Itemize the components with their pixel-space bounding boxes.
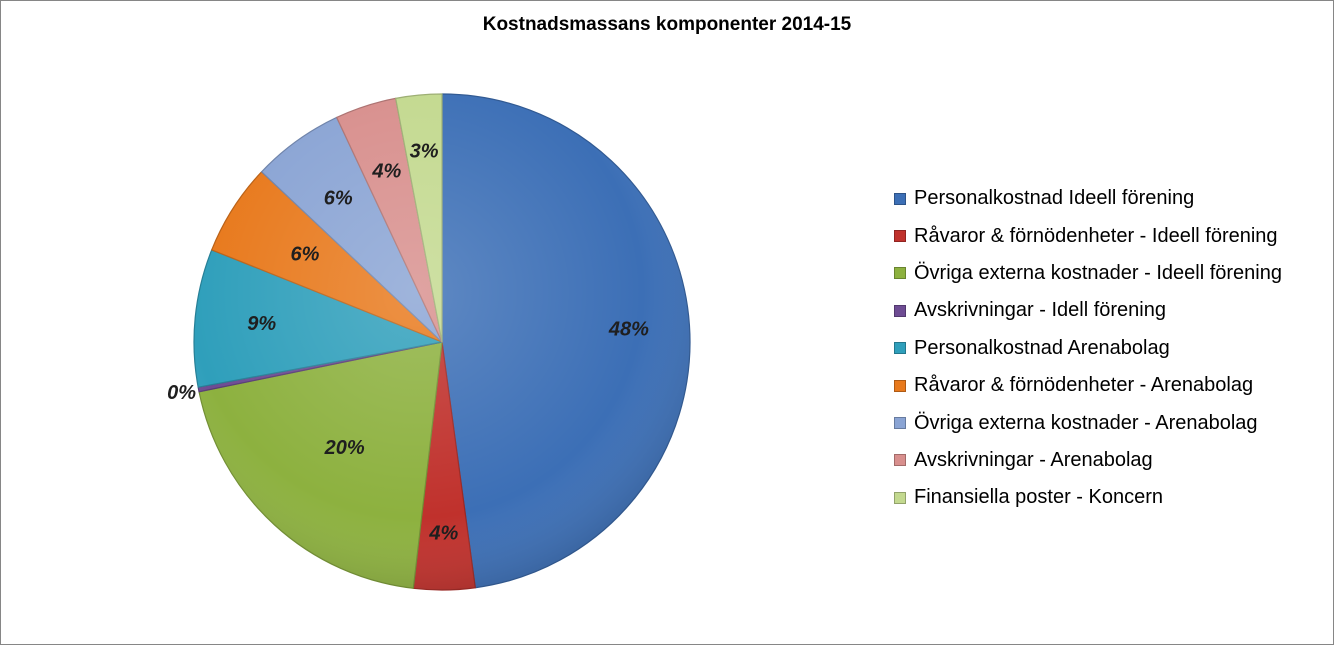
legend-item: Råvaror & förnödenheter - Arenabolag <box>894 367 1282 404</box>
slice-data-label: 0% <box>167 382 196 404</box>
slice-data-label: 20% <box>324 437 365 459</box>
legend-item: Personalkostnad Arenabolag <box>894 330 1282 367</box>
legend-swatch <box>894 379 906 392</box>
legend-swatch <box>894 267 906 280</box>
legend-label: Personalkostnad Arenabolag <box>914 336 1170 359</box>
legend-swatch <box>894 192 906 205</box>
legend-label: Avskrivningar - Idell förening <box>914 299 1166 322</box>
slice-data-label: 3% <box>410 140 439 162</box>
slice-data-label: 9% <box>247 313 276 335</box>
legend: Personalkostnad Ideell förening Råvaror &… <box>894 180 1282 517</box>
chart-title: Kostnadsmassans komponenter 2014-15 <box>482 14 852 35</box>
legend-item: Övriga externa kostnader - Arenabolag <box>894 404 1282 441</box>
legend-label: Finansiella poster - Koncern <box>914 486 1164 509</box>
slice-data-label: 6% <box>291 243 320 265</box>
legend-swatch <box>894 454 906 467</box>
legend-swatch <box>894 304 906 317</box>
legend-label: Avskrivningar - Arenabolag <box>914 448 1153 471</box>
legend-item: Övriga externa kostnader - Ideell föreni… <box>894 255 1282 292</box>
slice-data-label: 6% <box>324 188 353 210</box>
legend-label: Övriga externa kostnader - Ideell föreni… <box>914 261 1282 284</box>
slice-data-label: 4% <box>371 161 401 183</box>
legend-swatch <box>894 230 906 243</box>
legend-label: Råvaror & förnödenheter - Ideell förenin… <box>914 224 1278 247</box>
legend-item: Avskrivningar - Idell förening <box>894 292 1282 329</box>
legend-label: Övriga externa kostnader - Arenabolag <box>914 411 1258 434</box>
legend-swatch <box>894 491 906 504</box>
legend-item: Avskrivningar - Arenabolag <box>894 442 1282 479</box>
slice-data-label: 48% <box>608 318 649 340</box>
pie-labels: 48% 4% 20% 0% 9% 6% 6% 4% 3% <box>167 140 649 544</box>
legend-swatch <box>894 417 906 430</box>
legend-swatch <box>894 342 906 355</box>
pie-slices <box>193 93 691 591</box>
pie-slice <box>441 93 691 589</box>
legend-item: Råvaror & förnödenheter - Ideell förenin… <box>894 217 1282 254</box>
legend-label: Personalkostnad Ideell förening <box>914 187 1195 210</box>
slice-data-label: 4% <box>428 522 458 544</box>
legend-item: Finansiella poster - Koncern <box>894 479 1282 516</box>
legend-label: Råvaror & förnödenheter - Arenabolag <box>914 374 1254 397</box>
legend-item: Personalkostnad Ideell förening <box>894 180 1282 217</box>
